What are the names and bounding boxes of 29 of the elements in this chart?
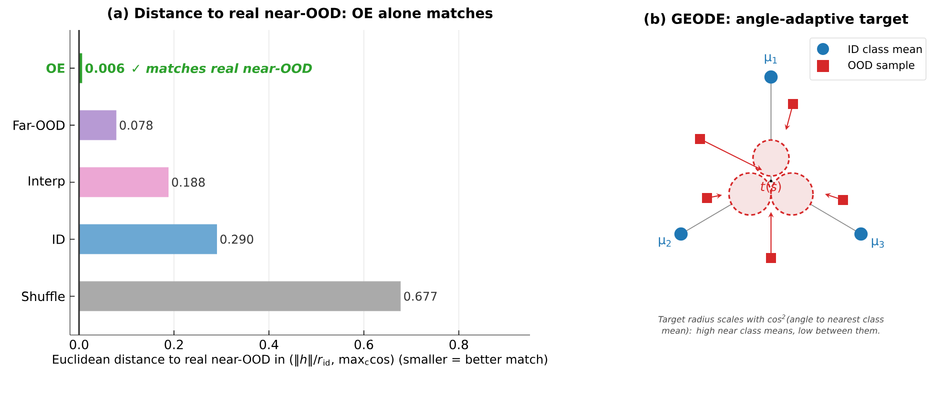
text: Target radius scales with cos$^{2}$(angle to nearest class mean): high near class means, low between them. bbox=[658, 314, 884, 336]
bar bbox=[78, 167, 169, 198]
annotation: ✓ matches real near-OOD bbox=[132, 63, 312, 74]
text: (b) GEODE: angle-adaptive target bbox=[644, 13, 908, 27]
bar bbox=[78, 110, 116, 140]
x-tick-label: 0.2 bbox=[164, 340, 183, 350]
y-tick-label: OE bbox=[46, 63, 64, 73]
x-tick-label: 0.8 bbox=[450, 340, 468, 350]
y-tick-label: Shuffle bbox=[22, 291, 65, 302]
y-tick-label: Far-OOD bbox=[14, 120, 65, 130]
data-label: 0.188 bbox=[172, 178, 205, 187]
x-tick-label: 0.0 bbox=[70, 340, 88, 350]
x-tick-label: 0.6 bbox=[354, 340, 374, 350]
data-label: 0.290 bbox=[220, 234, 254, 244]
data-label: 0.078 bbox=[120, 120, 153, 130]
bar bbox=[78, 281, 401, 312]
y-tick-label: Interp bbox=[28, 176, 65, 188]
chart-title: (a) Distance to real near-OOD: OE alone matches bbox=[108, 7, 492, 20]
text: μ$_{2}$ bbox=[658, 237, 671, 247]
bar bbox=[78, 224, 217, 254]
y-tick-label: ID bbox=[53, 234, 65, 244]
x-axis-title: Euclidean distance to real near-OOD in (‖h‖/r$_{id}$, max$_{c}$cos) (smaller = better match) bbox=[52, 354, 548, 366]
text: μ$_{1}$ bbox=[764, 54, 777, 64]
x-tick-label: 0.4 bbox=[260, 340, 278, 350]
data-label: 0.006 bbox=[85, 63, 124, 73]
data-label: 0.677 bbox=[404, 292, 437, 301]
text: OOD sample bbox=[848, 60, 914, 72]
text: μ$_{3}$ bbox=[872, 238, 884, 248]
text: ID class mean bbox=[848, 44, 922, 54]
